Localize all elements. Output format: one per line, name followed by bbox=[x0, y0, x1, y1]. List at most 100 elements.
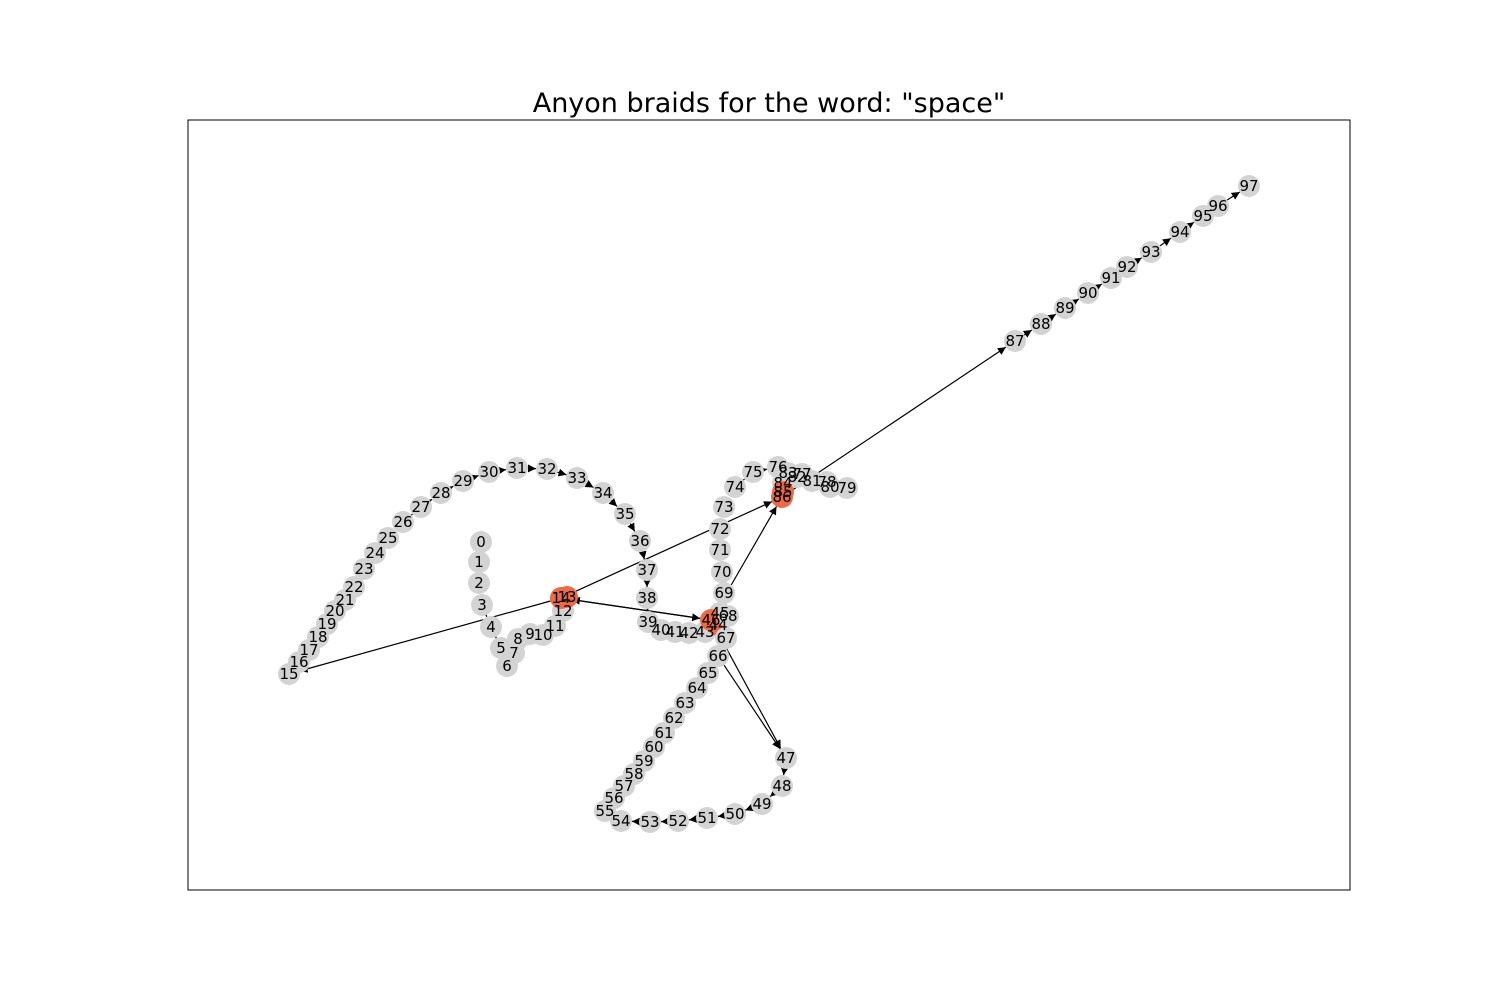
node-label-5: 5 bbox=[496, 639, 506, 657]
node-label-52: 52 bbox=[668, 812, 687, 830]
node-label-55: 55 bbox=[595, 802, 614, 820]
node-label-34: 34 bbox=[593, 484, 612, 502]
edge-26-27 bbox=[404, 513, 413, 523]
edge-50-51 bbox=[717, 811, 727, 820]
edge-35-36 bbox=[627, 522, 636, 532]
edge-88-89 bbox=[1046, 313, 1057, 322]
node-22 bbox=[343, 576, 365, 598]
node-label-7: 7 bbox=[509, 644, 519, 662]
edge-3-4 bbox=[480, 607, 488, 618]
node-label-80: 80 bbox=[820, 478, 839, 496]
node-50 bbox=[724, 803, 746, 825]
node-label-23: 23 bbox=[354, 560, 373, 578]
edge-28-29 bbox=[444, 485, 454, 494]
node-label-81: 81 bbox=[802, 472, 821, 490]
edge-89-90 bbox=[1069, 298, 1080, 307]
node-label-33: 33 bbox=[567, 469, 586, 487]
node-51 bbox=[696, 807, 718, 829]
node-label-9: 9 bbox=[525, 625, 535, 643]
node-label-29: 29 bbox=[453, 472, 472, 490]
edge-49-50 bbox=[745, 803, 755, 812]
node-80 bbox=[819, 476, 841, 498]
node-label-74: 74 bbox=[725, 478, 744, 496]
node-46 bbox=[700, 609, 722, 631]
node-label-45: 45 bbox=[710, 604, 729, 622]
node-34 bbox=[592, 482, 614, 504]
node-label-15: 15 bbox=[279, 665, 298, 683]
edge-33-34 bbox=[584, 480, 594, 489]
node-label-77: 77 bbox=[792, 465, 811, 483]
node-label-12: 12 bbox=[553, 602, 572, 620]
node-97 bbox=[1238, 175, 1260, 197]
node-label-68: 68 bbox=[718, 607, 737, 625]
node-label-4: 4 bbox=[486, 618, 496, 636]
node-label-36: 36 bbox=[630, 532, 649, 550]
node-label-88: 88 bbox=[1031, 315, 1050, 333]
plot-frame bbox=[187, 119, 1351, 891]
node-label-85: 85 bbox=[773, 483, 792, 501]
node-label-42: 42 bbox=[679, 624, 698, 642]
node-label-94: 94 bbox=[1170, 223, 1189, 241]
node-label-79: 79 bbox=[837, 479, 856, 497]
node-label-6: 6 bbox=[502, 657, 512, 675]
node-label-48: 48 bbox=[772, 777, 791, 795]
edge-51-52 bbox=[688, 815, 698, 823]
node-label-26: 26 bbox=[393, 513, 412, 531]
node-67 bbox=[715, 627, 737, 649]
node-label-96: 96 bbox=[1208, 197, 1227, 215]
node-label-73: 73 bbox=[714, 498, 733, 516]
node-label-86: 86 bbox=[772, 488, 791, 506]
node-label-62: 62 bbox=[664, 709, 683, 727]
edge-46-14 bbox=[571, 596, 701, 619]
node-74 bbox=[724, 476, 746, 498]
node-71 bbox=[709, 539, 731, 561]
edge-30-31 bbox=[497, 466, 507, 475]
node-38 bbox=[636, 587, 658, 609]
edge-32-33 bbox=[557, 468, 567, 477]
node-88 bbox=[1030, 313, 1052, 335]
node-3 bbox=[471, 594, 493, 616]
node-label-10: 10 bbox=[533, 626, 552, 644]
node-label-28: 28 bbox=[431, 484, 450, 502]
node-label-35: 35 bbox=[615, 505, 634, 523]
node-0 bbox=[470, 531, 492, 553]
node-label-1: 1 bbox=[474, 553, 484, 571]
node-30 bbox=[478, 461, 500, 483]
figure-title: Anyon braids for the word: "space" bbox=[533, 88, 1006, 119]
node-label-11: 11 bbox=[545, 617, 564, 635]
node-label-75: 75 bbox=[743, 463, 762, 481]
node-49 bbox=[751, 793, 773, 815]
node-92 bbox=[1116, 256, 1138, 278]
node-label-31: 31 bbox=[507, 459, 526, 477]
node-68 bbox=[717, 605, 739, 627]
node-33 bbox=[566, 467, 588, 489]
edge-75-76 bbox=[758, 466, 768, 475]
edge-14-15 bbox=[299, 600, 551, 673]
edge-94-95 bbox=[1185, 221, 1195, 231]
node-label-51: 51 bbox=[697, 809, 716, 827]
node-14 bbox=[550, 587, 572, 609]
node-32 bbox=[536, 458, 558, 480]
node-label-8: 8 bbox=[513, 630, 523, 648]
node-label-27: 27 bbox=[411, 498, 430, 516]
node-label-32: 32 bbox=[537, 460, 556, 478]
edge-46-47 bbox=[715, 629, 782, 749]
node-label-67: 67 bbox=[716, 629, 735, 647]
node-label-41: 41 bbox=[665, 623, 684, 641]
node-label-90: 90 bbox=[1078, 284, 1097, 302]
node-label-91: 91 bbox=[1101, 269, 1120, 287]
node-label-92: 92 bbox=[1117, 258, 1136, 276]
edge-29-30 bbox=[469, 474, 479, 482]
node-47 bbox=[775, 747, 797, 769]
node-label-71: 71 bbox=[710, 541, 729, 559]
node-label-2: 2 bbox=[474, 574, 484, 592]
node-29 bbox=[452, 470, 474, 492]
node-label-44: 44 bbox=[708, 616, 727, 634]
node-52 bbox=[667, 810, 689, 832]
node-23 bbox=[353, 558, 375, 580]
node-label-16: 16 bbox=[289, 653, 308, 671]
node-label-47: 47 bbox=[776, 749, 795, 767]
node-label-97: 97 bbox=[1239, 177, 1258, 195]
node-26 bbox=[392, 511, 414, 533]
node-label-72: 72 bbox=[710, 520, 729, 538]
